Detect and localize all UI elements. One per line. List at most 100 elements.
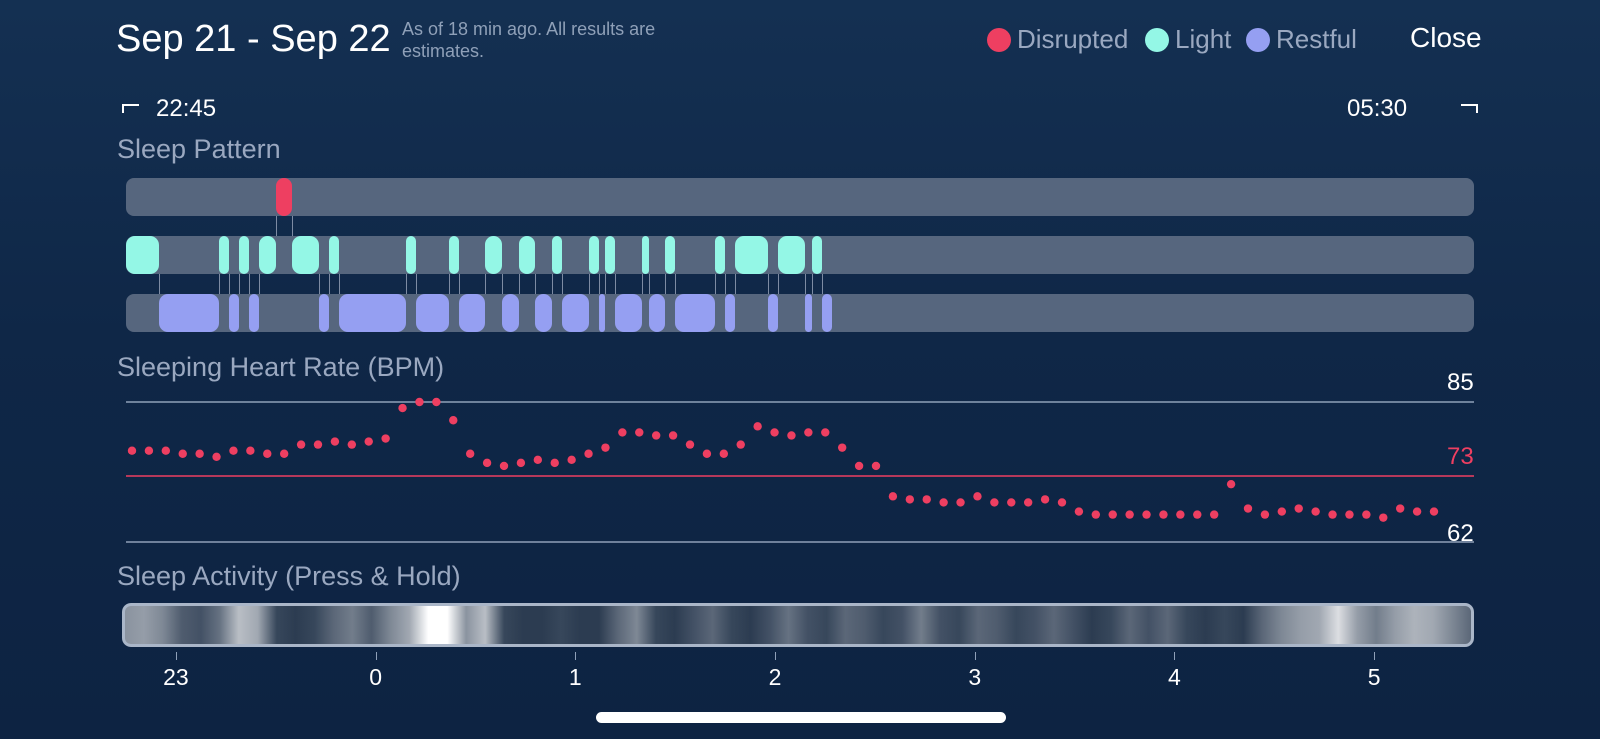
segment-restful [502,294,519,332]
stage-transition-line [249,274,251,294]
legend-restful: Restful [1246,24,1357,55]
hr-point [1142,510,1151,519]
hr-point [837,443,847,452]
hr-point [635,428,644,437]
stage-transition-line [715,274,717,294]
estimate-note: As of 18 min ago. All results are estima… [402,19,656,61]
hr-point [398,403,407,413]
range-start-time: 22:45 [156,95,217,122]
hr-point [1023,498,1033,507]
close-button[interactable]: Close [1410,22,1482,53]
sleep-pattern-title: Sleep Pattern [117,134,281,164]
hour-tick-mark [974,652,976,660]
segment-light [259,236,276,274]
legend-label: Restful [1276,24,1357,54]
segment-restful [821,294,832,332]
stage-transition-line [319,274,321,294]
hr-point [770,428,779,437]
hr-point [449,416,458,425]
stage-transition-line [675,274,677,294]
stage-transition-line [275,216,277,236]
stage-transition-line [552,274,554,294]
hour-tick-mark [175,652,177,660]
hr-point [956,498,965,507]
hr-point [1091,510,1101,519]
segment-light [292,236,320,274]
date-range-title: Sep 21 - Sep 22 [116,18,391,60]
light-dot-icon [1145,27,1169,52]
segment-restful [725,294,736,332]
stage-transition-line [615,274,617,294]
disrupted-dot-icon [987,27,1011,52]
disrupted-track [126,178,1474,216]
hr-point [1226,479,1236,489]
hr-point [1412,507,1422,516]
hr-point [313,440,323,449]
segment-restful [415,294,449,332]
segment-restful [339,294,406,332]
hr-point [1294,504,1303,513]
hr-point [939,498,948,507]
stage-transition-line [665,274,667,294]
hr-avg-label: 73 [1447,443,1474,470]
light-track [126,236,1474,274]
stage-transition-line [641,274,643,294]
hr-point [1277,507,1287,516]
hr-point [212,452,221,461]
hr-point [973,492,982,501]
heart-rate-chart[interactable] [0,360,1600,550]
segment-restful [768,294,779,332]
stage-transition-line [339,274,341,294]
hour-tick-label: 4 [1168,664,1181,690]
hour-tick-mark [1374,652,1376,660]
hr-point [279,449,289,458]
hr-point [1311,507,1320,516]
hour-tick-label: 5 [1367,664,1381,690]
stage-transition-line [598,274,600,294]
sleep-activity-title: Sleep Activity (Press & Hold) [117,561,461,591]
stage-transition-line [821,274,823,294]
segment-restful [159,294,220,332]
hr-point [330,437,340,446]
restful-dot-icon [1246,27,1270,52]
hr-point [533,455,543,465]
stage-transition-line [562,274,564,294]
hr-point [618,428,627,437]
home-indicator[interactable] [596,712,1006,723]
hr-point [178,449,187,458]
stage-transition-line [292,216,294,236]
stage-transition-line [804,274,806,294]
hour-tick-mark [1174,652,1176,660]
hr-point [871,461,881,471]
segment-light [715,236,726,274]
hr-point [753,422,762,431]
sleep-activity-bar[interactable] [122,603,1474,647]
stage-transition-line [239,274,241,294]
hr-point [804,428,813,437]
segment-light [588,236,599,274]
stage-transition-line [405,274,407,294]
stage-transition-line [219,274,221,294]
stage-transition-line [518,274,520,294]
hr-point [990,498,999,507]
segment-restful [458,294,486,332]
hr-max-label: 85 [1447,369,1474,396]
hr-point [719,449,729,458]
hr-point [127,446,137,455]
legend-label: Light [1175,24,1232,54]
segment-light [605,236,616,274]
segment-light [811,236,822,274]
hr-point [246,446,255,455]
hr-point [1362,510,1371,519]
hr-point [296,440,306,449]
stage-transition-line [485,274,487,294]
hour-tick-label: 23 [163,664,189,690]
restful-track [126,294,1474,332]
hr-point [854,461,864,471]
stage-transition-line [415,274,417,294]
hr-point [465,449,475,458]
heart-rate-title: Sleeping Heart Rate (BPM) [117,352,445,382]
hr-point [263,449,272,458]
segment-restful [804,294,812,332]
segment-light [665,236,676,274]
